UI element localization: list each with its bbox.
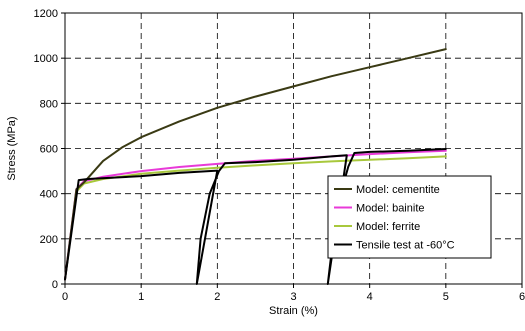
legend-box bbox=[327, 175, 492, 259]
series-lines bbox=[64, 48, 447, 285]
x-tick-label: 0 bbox=[62, 291, 68, 303]
legend-label: Model: cementite bbox=[356, 184, 440, 196]
x-tick-label: 2 bbox=[214, 291, 220, 303]
series-line-3 bbox=[64, 148, 447, 285]
y-tick-label: 1200 bbox=[34, 8, 58, 20]
x-axis-label: Strain (%) bbox=[269, 305, 318, 317]
y-axis-ticks: 0 200 400 600 800 1000 1200 bbox=[34, 8, 65, 291]
legend-label: Model: bainite bbox=[356, 203, 425, 215]
legend-label: Model: ferrite bbox=[356, 221, 420, 233]
x-axis-ticks: 0 1 2 3 4 5 6 bbox=[62, 284, 525, 303]
y-tick-label: 1000 bbox=[34, 53, 58, 65]
y-tick-label: 800 bbox=[40, 98, 58, 110]
y-tick-label: 400 bbox=[40, 189, 58, 201]
y-axis-label: Stress (MPa) bbox=[6, 116, 18, 180]
x-tick-label: 1 bbox=[138, 291, 144, 303]
legend-label: Tensile test at -60°C bbox=[356, 240, 455, 252]
y-tick-label: 0 bbox=[52, 279, 58, 291]
x-tick-label: 4 bbox=[367, 291, 373, 303]
y-tick-label: 200 bbox=[40, 234, 58, 246]
y-tick-label: 600 bbox=[40, 144, 58, 156]
x-tick-label: 3 bbox=[290, 291, 296, 303]
legend: Model: cementite Model: bainite Model: fer… bbox=[327, 175, 492, 259]
x-tick-label: 5 bbox=[443, 291, 449, 303]
x-tick-label: 6 bbox=[519, 291, 525, 303]
